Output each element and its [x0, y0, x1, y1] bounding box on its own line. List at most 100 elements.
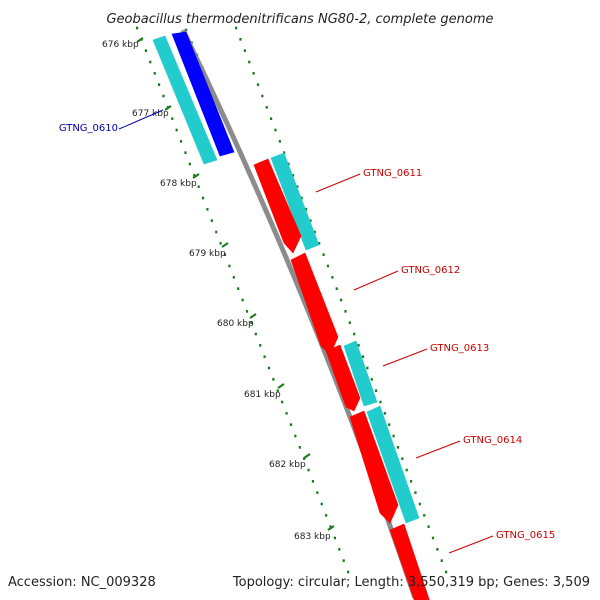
ruler-dot	[252, 72, 255, 75]
ruler-dot	[267, 366, 271, 370]
kbp-tick-label: 682 kbp	[269, 460, 306, 470]
ruler-dot	[322, 253, 325, 256]
ruler-dot	[270, 117, 273, 120]
kbp-tick-mark	[303, 453, 311, 459]
ruler-dot	[149, 60, 152, 64]
gene-arrow-gtng-0613	[325, 344, 361, 412]
ruler-dot	[228, 264, 231, 268]
ruler-dot	[344, 310, 347, 313]
ruler-dot	[309, 219, 312, 222]
ruler-dot	[248, 60, 251, 64]
ruler-dot	[184, 151, 187, 154]
gene-label-leader	[118, 109, 164, 130]
ruler-dot	[287, 162, 290, 166]
ruler-dot	[197, 185, 200, 188]
kbp-tick-mark	[192, 173, 200, 179]
gene-arrow-gtng-0614	[349, 410, 399, 524]
ruler-dot	[410, 480, 413, 483]
ruler-dot	[342, 559, 345, 562]
ruler-dot	[427, 525, 430, 528]
cds-feature-bar	[270, 152, 320, 251]
gene-label-gtng-0611[interactable]: GTNG_0611	[363, 168, 422, 179]
ruler-dot	[296, 185, 299, 188]
ruler-dot	[232, 276, 235, 279]
ruler-dot	[316, 491, 319, 494]
ruler-dot	[333, 536, 337, 540]
ruler-dot	[235, 26, 238, 30]
ruler-dot	[331, 276, 334, 279]
ruler-dot	[357, 344, 360, 347]
ruler-dot	[401, 457, 404, 460]
kbp-tick-mark	[221, 242, 229, 248]
ruler-dot	[361, 355, 365, 358]
gene-label-gtng-0614[interactable]: GTNG_0614	[463, 435, 522, 446]
ruler-dot	[274, 128, 277, 132]
kbp-tick-mark	[136, 37, 144, 43]
ruler-dot	[294, 434, 297, 438]
ruler-dot	[423, 514, 426, 517]
ruler-dot	[136, 26, 139, 30]
gene-label-leader	[353, 270, 399, 291]
ruler-dot	[241, 298, 244, 302]
ruler-dot	[171, 117, 174, 120]
ruler-dot	[261, 94, 264, 98]
ruler-dot	[431, 536, 435, 540]
ruler-dot	[256, 83, 260, 86]
kbp-tick-label: 680 kbp	[217, 319, 254, 329]
kbp-tick-mark	[164, 105, 172, 111]
ruler-dot	[201, 196, 205, 200]
ruler-dot	[329, 525, 332, 528]
gene-arrow-gtng-0611	[253, 158, 302, 254]
ruler-dot	[162, 94, 165, 98]
map-title: Geobacillus thermodenitrificans NG80-2, …	[106, 12, 493, 27]
ruler-dot	[243, 49, 246, 52]
ruler-dot	[206, 208, 209, 211]
ruler-dot	[318, 242, 321, 245]
ruler-dot	[179, 140, 183, 143]
ruler-dot	[281, 400, 284, 404]
accession-text: Accession: NC_009328	[8, 575, 156, 590]
ruler-dot	[210, 219, 213, 222]
kbp-tick-mark	[327, 525, 335, 531]
ruler-dot	[239, 38, 242, 41]
ruler-dot	[215, 230, 218, 234]
gene-label-leader	[448, 535, 494, 554]
ruler-dot	[383, 412, 386, 415]
gene-labels: GTNG_0610 GTNG_0611 GTNG_0612 GTNG_0613 GTNG…	[59, 109, 555, 554]
ruler-dot	[303, 457, 306, 460]
kbp-tick-label: 679 kbp	[189, 249, 226, 259]
kbp-ticks: 676 kbp 677 kbp 678 kbp 679 kbp 680 kbp 681 k…	[102, 37, 335, 542]
gene-label-gtng-0610[interactable]: GTNG_0610	[59, 123, 118, 134]
gene-label-leader	[415, 440, 461, 459]
ruler-dot	[259, 344, 262, 347]
ruler-dot	[353, 332, 356, 336]
ruler-dot	[245, 310, 249, 313]
ruler-dot	[311, 480, 315, 483]
ruler-dot	[237, 287, 240, 290]
gene-arrow-gtng-0612	[290, 252, 339, 356]
gene-label-gtng-0615[interactable]: GTNG_0615	[496, 530, 555, 541]
gene-label-leader	[382, 348, 428, 367]
ruler-dot	[418, 502, 421, 506]
ruler-dot	[291, 174, 295, 177]
ruler-dot	[436, 548, 439, 551]
ruler-dot	[307, 468, 310, 472]
ruler-dot	[250, 321, 253, 324]
kbp-tick-label: 677 kbp	[132, 109, 169, 119]
ruler-dot	[388, 423, 391, 426]
kbp-tick-label: 681 kbp	[244, 390, 281, 400]
ruler-dot	[144, 49, 147, 52]
ruler-dot	[265, 106, 268, 109]
ruler-dot	[298, 446, 301, 449]
gene-label-gtng-0613[interactable]: GTNG_0613	[430, 343, 489, 354]
ruler-dot	[254, 332, 257, 336]
ruler-dot	[325, 514, 328, 517]
gene-label-gtng-0612[interactable]: GTNG_0612	[401, 265, 460, 276]
ruler-dot	[392, 434, 395, 438]
ruler-dot	[313, 230, 316, 234]
ruler-dot	[340, 298, 343, 302]
ruler-dot	[326, 264, 330, 268]
ruler-dot	[283, 151, 286, 154]
ruler-dot	[175, 128, 178, 132]
